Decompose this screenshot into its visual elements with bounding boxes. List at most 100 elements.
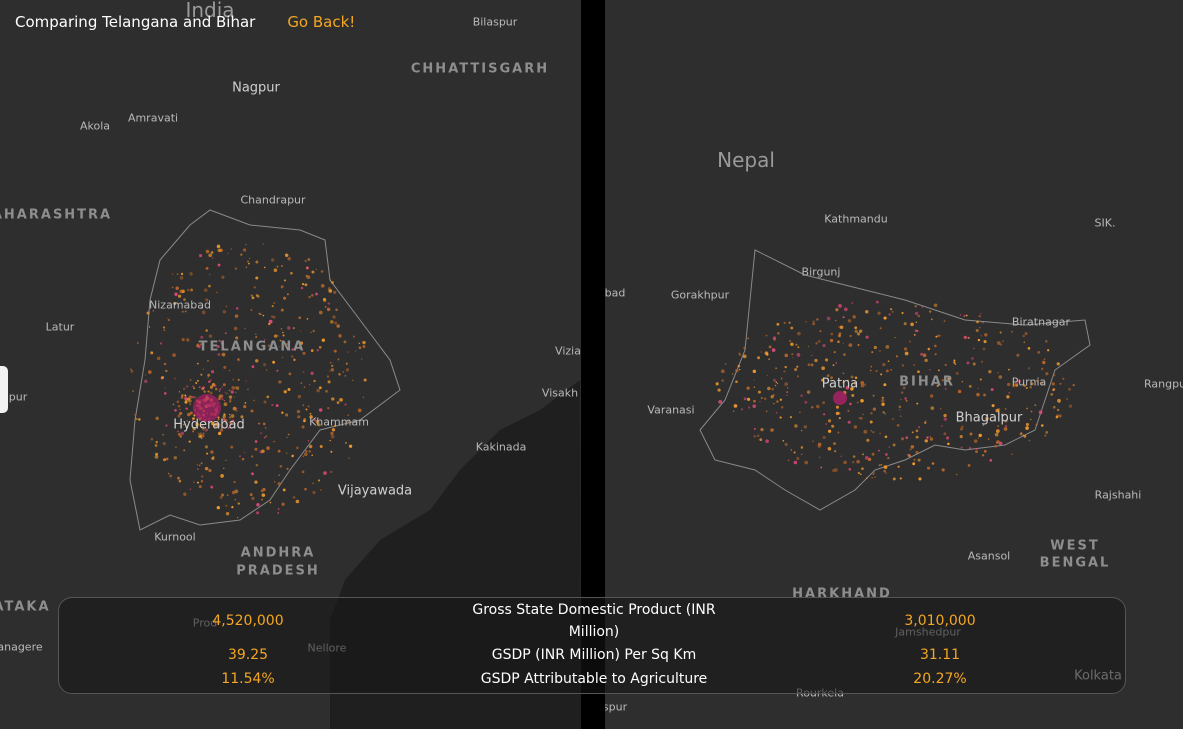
light-dot [788, 321, 791, 324]
light-dot [223, 467, 225, 469]
light-dot [192, 430, 195, 433]
map-label: Biratnagar [1011, 315, 1071, 329]
light-dot [771, 387, 774, 391]
light-dot [241, 457, 245, 461]
light-dot [338, 372, 341, 376]
map-label: Vijayawada [337, 483, 413, 499]
light-dot [291, 348, 294, 351]
light-dot [334, 321, 338, 325]
light-dot [991, 404, 995, 408]
light-dot [268, 319, 273, 324]
light-dot [320, 283, 325, 288]
light-dot [804, 400, 808, 404]
light-dot [228, 413, 231, 416]
light-dot [211, 456, 215, 460]
light-dot [298, 316, 301, 320]
light-dot [760, 396, 763, 399]
light-dot [212, 424, 215, 427]
light-dot [254, 480, 258, 484]
light-dot [280, 328, 283, 330]
light-dot [249, 493, 253, 496]
light-dot [255, 335, 258, 339]
light-dot [776, 400, 779, 403]
light-dot [747, 406, 751, 409]
map-label: Rangpu [1143, 377, 1183, 391]
light-dot [865, 335, 869, 339]
light-dot [913, 458, 916, 461]
light-dot [262, 314, 265, 317]
light-dot [352, 335, 355, 338]
light-dot [218, 388, 222, 391]
light-dot [894, 336, 896, 339]
light-dot [240, 415, 244, 419]
light-dot [1057, 398, 1061, 403]
light-dot [856, 401, 859, 404]
light-dot [882, 411, 885, 414]
light-dot [847, 319, 852, 323]
light-dot [1006, 382, 1011, 387]
light-dot [774, 384, 777, 387]
light-dot [1068, 387, 1072, 391]
light-dot [174, 292, 178, 296]
light-dot [1008, 391, 1011, 394]
light-dot [1027, 347, 1031, 350]
light-dot [888, 446, 891, 448]
light-dot [954, 363, 957, 365]
light-dot [333, 349, 337, 353]
light-dot [196, 362, 199, 365]
light-dot [1050, 392, 1054, 396]
light-dot [843, 307, 848, 312]
light-dot [851, 460, 855, 464]
light-dot [184, 400, 188, 404]
map-label: pur [8, 390, 28, 404]
light-dot [220, 474, 224, 478]
light-dot [199, 464, 201, 467]
light-dot [940, 408, 942, 410]
light-dot [904, 397, 908, 400]
light-dot [941, 378, 945, 382]
light-dot [943, 413, 947, 418]
back-link[interactable]: Go Back! [287, 13, 356, 31]
light-dot [228, 389, 231, 392]
light-dot [239, 455, 241, 458]
light-dot [792, 356, 794, 359]
light-dot [331, 281, 334, 284]
light-dot [967, 336, 970, 340]
light-dot [230, 445, 234, 449]
light-dot [1019, 432, 1023, 436]
light-dot [138, 418, 141, 421]
light-dot [860, 381, 865, 385]
light-dot [1045, 431, 1049, 434]
light-dot [944, 388, 947, 390]
light-dot [227, 426, 230, 429]
light-dot [240, 253, 243, 256]
light-dot [148, 326, 151, 328]
light-dot [223, 400, 226, 402]
light-dot [1003, 427, 1008, 431]
light-dot [228, 416, 232, 419]
light-dot [996, 341, 1001, 345]
light-dot [327, 407, 330, 410]
light-dot [834, 450, 837, 453]
light-dot [933, 303, 938, 308]
light-dot [903, 347, 908, 351]
map-label: Akola [79, 119, 111, 133]
light-dot [859, 416, 863, 420]
light-dot [1047, 349, 1050, 352]
light-dot [165, 457, 169, 461]
light-dot [824, 358, 829, 362]
light-dot [835, 308, 839, 312]
side-tab[interactable] [0, 366, 8, 413]
metric-label: GSDP Attributable to Agriculture [480, 671, 708, 687]
light-dot [757, 356, 761, 360]
light-dot [880, 463, 883, 466]
light-dot [177, 476, 180, 480]
light-dot [847, 409, 850, 412]
light-dot [306, 275, 311, 279]
light-dot [178, 391, 181, 393]
light-dot [177, 414, 181, 418]
light-dot [323, 471, 327, 475]
light-dot [955, 473, 958, 476]
light-dot [914, 305, 917, 308]
light-dot [916, 329, 919, 333]
